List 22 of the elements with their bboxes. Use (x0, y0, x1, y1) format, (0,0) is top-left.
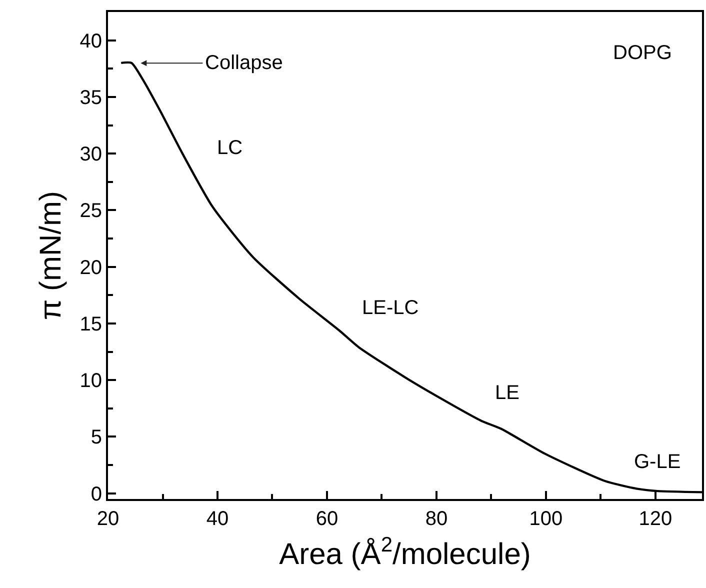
annotation: G-LE (634, 451, 681, 473)
x-tick-label: 120 (638, 508, 672, 530)
y-tick-label: 25 (80, 200, 102, 222)
y-tick-label: 5 (90, 426, 102, 449)
y-tick-label: 40 (80, 30, 102, 52)
annotation: DOPG (613, 42, 672, 64)
y-tick-label: 0 (90, 483, 102, 506)
y-tick-label: 10 (80, 370, 102, 392)
y-tick-label: 20 (80, 256, 102, 279)
annotation: LC (217, 137, 243, 159)
x-tick-label: 60 (316, 508, 338, 530)
y-tick-label: 35 (80, 86, 102, 109)
x-tick-label: 40 (206, 508, 229, 530)
x-tick-label: 80 (425, 508, 448, 530)
annotation: LE (495, 382, 520, 404)
y-axis-title: π (mN/m) (34, 191, 68, 320)
x-tick-label: 100 (529, 508, 563, 530)
annotation: Collapse (205, 52, 283, 74)
y-tick-label: 15 (80, 313, 102, 336)
x-axis-title: Area (Å$^{2}$/molecule) (279, 533, 531, 571)
y-tick-label: 30 (80, 144, 102, 166)
annotation: LE-LC (362, 297, 419, 319)
